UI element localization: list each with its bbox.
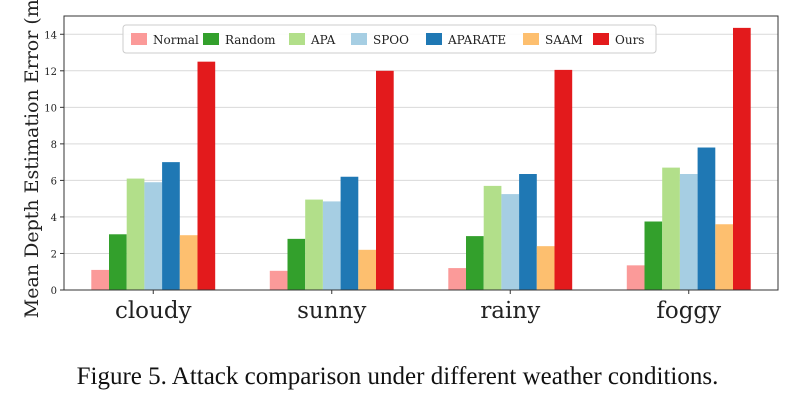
bar-aparate-sunny — [340, 176, 359, 290]
bar-random-foggy — [644, 221, 663, 290]
bar-ours-sunny — [376, 70, 394, 290]
legend-label-aparate: APARATE — [447, 33, 506, 47]
bar-saam-rainy — [536, 246, 555, 290]
bar-normal-sunny — [269, 270, 288, 290]
bar-aparate-rainy — [519, 174, 537, 290]
y-tick-label: 8 — [51, 140, 57, 151]
bar-ours-foggy — [733, 27, 751, 291]
bar-ours-cloudy — [197, 61, 216, 290]
legend-swatch-aparate — [426, 33, 442, 45]
bar-ours-rainy — [554, 69, 573, 291]
legend-swatch-ours — [593, 33, 609, 45]
legend-label-apa: APA — [310, 33, 336, 47]
bars — [91, 27, 751, 291]
bar-normal-rainy — [448, 268, 466, 290]
bar-spoo-sunny — [322, 201, 341, 290]
bar-apa-rainy — [483, 185, 502, 290]
legend-label-saam: SAAM — [545, 33, 583, 47]
y-tick-label: 2 — [51, 249, 57, 260]
bar-aparate-foggy — [697, 147, 716, 290]
bar-spoo-cloudy — [144, 182, 163, 290]
bar-random-sunny — [287, 238, 306, 290]
bar-saam-sunny — [358, 249, 376, 290]
legend-swatch-normal — [131, 33, 147, 45]
legend-swatch-random — [203, 33, 219, 45]
bar-normal-foggy — [626, 265, 645, 290]
figure-caption: Figure 5. Attack comparison under differ… — [76, 363, 719, 390]
legend-box — [122, 24, 657, 54]
bar-apa-cloudy — [126, 178, 145, 290]
bar-random-rainy — [466, 236, 484, 290]
y-tick-label: 12 — [44, 67, 57, 78]
bar-random-cloudy — [109, 234, 127, 290]
legend-label-normal: Normal — [153, 33, 199, 47]
bar-spoo-rainy — [501, 194, 520, 290]
y-tick-label: 14 — [44, 30, 57, 41]
y-tick-label: 4 — [51, 213, 57, 224]
bar-normal-cloudy — [91, 269, 109, 290]
legend-label-random: Random — [225, 33, 276, 47]
bar-aparate-cloudy — [162, 162, 180, 290]
y-tick-label: 0 — [51, 286, 57, 297]
bar-chart: 0 2 4 6 8 10 12 14 cloudy sunny rainy foggy Mean De… — [21, 0, 779, 324]
bar-saam-cloudy — [179, 235, 198, 290]
x-tick-label: sunny — [297, 298, 366, 324]
plot-frame — [63, 15, 779, 291]
x-tick-label: cloudy — [115, 298, 192, 324]
bar-spoo-foggy — [679, 174, 698, 290]
x-tick-label: foggy — [656, 298, 721, 324]
y-axis-label: Mean Depth Estimation Error (m) — [21, 0, 43, 318]
y-tick-label: 10 — [44, 103, 57, 114]
bar-apa-sunny — [305, 199, 323, 290]
bar-saam-foggy — [715, 224, 733, 290]
legend: Normal Random APA SPOO APARATE SAAM Ours — [122, 24, 657, 54]
ticks: 0 2 4 6 8 10 12 14 cloudy sunny rainy foggy — [44, 30, 721, 324]
bar-apa-foggy — [662, 167, 680, 290]
legend-swatch-saam — [523, 33, 539, 45]
legend-label-ours: Ours — [615, 33, 644, 47]
y-tick-label: 6 — [51, 176, 57, 187]
legend-label-spoo: SPOO — [373, 33, 409, 47]
legend-swatch-spoo — [351, 33, 367, 45]
legend-swatch-apa — [289, 33, 305, 45]
x-tick-label: rainy — [480, 298, 540, 324]
